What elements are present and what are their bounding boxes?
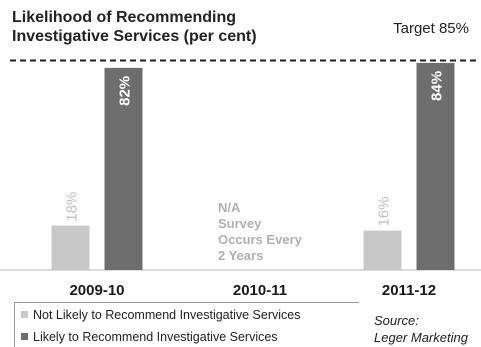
data-label-likely-2011-12: 84% xyxy=(429,71,446,101)
data-label-likely-2009-10: 82% xyxy=(117,76,134,106)
chart-title-line-1: Likelihood of Recommending xyxy=(12,9,237,26)
data-label-not-likely-2009-10: 18% xyxy=(64,192,81,222)
na-note-line-3: Occurs Every xyxy=(218,232,302,247)
bar-likely-2011-12 xyxy=(416,62,455,270)
x-tick-label-2010-11: 2010-11 xyxy=(233,282,287,299)
chart-title: Likelihood of Recommending Investigative… xyxy=(12,8,312,46)
data-label-not-likely-2011-12: 16% xyxy=(376,197,393,227)
legend: Not Likely to Recommend Investigative Se… xyxy=(14,302,359,347)
source-line-1: Source: xyxy=(374,313,419,328)
na-note-line-2: Survey xyxy=(218,216,262,231)
na-note-line-4: 2 Years xyxy=(218,248,264,263)
bar-likely-2009-10 xyxy=(104,67,143,270)
chart-title-line-2: Investigative Services (per cent) xyxy=(12,28,257,45)
legend-label-likely: Likely to Recommend Investigative Servic… xyxy=(33,330,278,344)
bar-not-likely-2011-12 xyxy=(363,230,402,270)
legend-item-not-likely: Not Likely to Recommend Investigative Se… xyxy=(21,308,300,322)
source-note: Source: Leger Marketing xyxy=(374,312,468,346)
bar-not-likely-2009-10 xyxy=(51,225,90,270)
legend-swatch-likely xyxy=(21,333,28,340)
x-tick-label-2011-12: 2011-12 xyxy=(382,282,436,299)
source-line-2: Leger Marketing xyxy=(374,330,468,345)
na-note-line-1: N/A xyxy=(218,200,241,215)
na-note: N/A Survey Occurs Every 2 Years xyxy=(218,200,302,264)
legend-label-not-likely: Not Likely to Recommend Investigative Se… xyxy=(33,308,301,322)
legend-item-likely: Likely to Recommend Investigative Servic… xyxy=(21,330,278,344)
x-tick-label-2009-10: 2009-10 xyxy=(69,282,124,299)
legend-swatch-not-likely xyxy=(21,311,28,318)
target-label: Target 85% xyxy=(393,20,469,37)
